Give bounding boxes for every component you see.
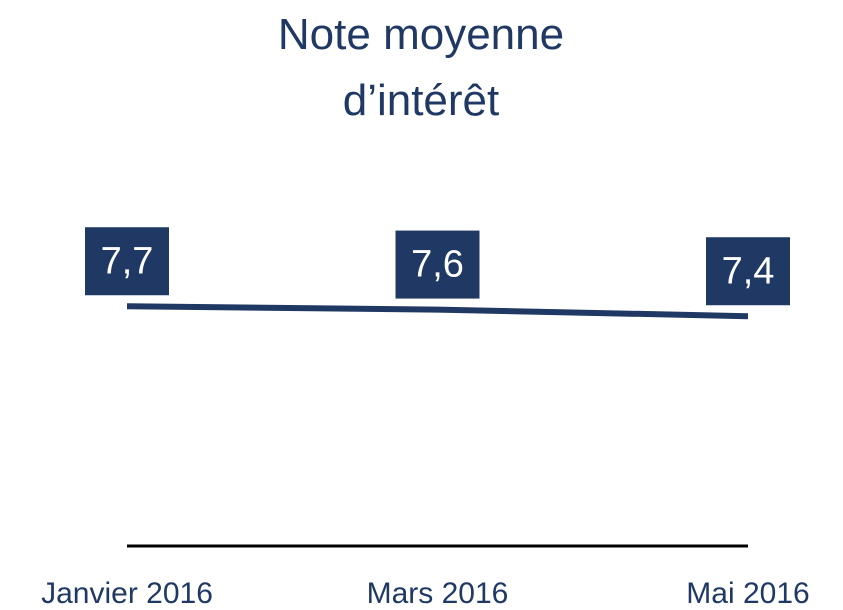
x-tick-label: Mai 2016	[686, 577, 809, 610]
data-label: 7,6	[411, 244, 464, 286]
data-label: 7,7	[101, 240, 154, 282]
line	[126, 303, 749, 320]
data-label: 7,4	[722, 250, 775, 292]
label-box	[706, 237, 790, 306]
x-tick-label: Janvier 2016	[41, 577, 213, 610]
x-tick-label: Mars 2016	[367, 577, 509, 610]
label-box	[395, 230, 480, 299]
label-box	[85, 227, 169, 296]
chart-title: Note moyenne d’intérêt	[277, 10, 565, 125]
